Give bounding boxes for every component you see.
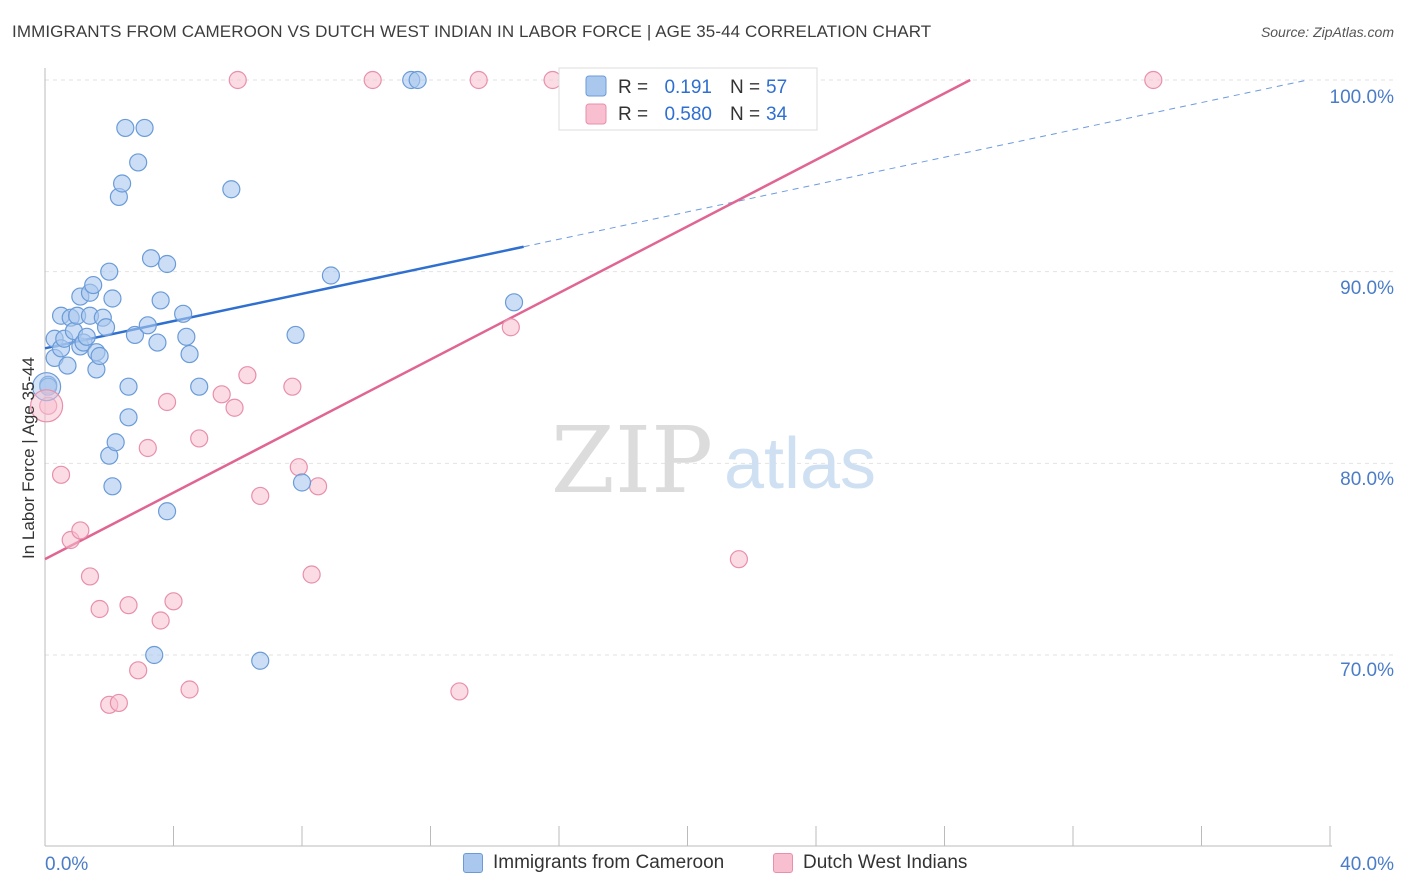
y-tick-label: 80.0%: [1340, 469, 1394, 490]
data-point-cameroon: [129, 153, 148, 172]
data-point-cameroon: [96, 318, 116, 337]
data-point-dutch-west-indians: [501, 318, 520, 337]
data-point-cameroon: [58, 356, 77, 375]
data-point-cameroon: [180, 344, 199, 364]
data-point-cameroon: [119, 377, 138, 396]
data-point-dutch-west-indians: [308, 477, 328, 496]
data-point-cameroon: [286, 325, 305, 345]
legend-swatch-blue: [463, 853, 483, 873]
data-point-dutch-west-indians: [190, 429, 209, 448]
trend-line-cameroon: [44, 245, 524, 350]
data-point-cameroon: [125, 325, 145, 345]
watermark-zip: ZIP: [551, 407, 713, 514]
data-point-dutch-west-indians: [225, 398, 244, 417]
data-point-cameroon: [190, 377, 209, 396]
data-point-cameroon: [504, 293, 524, 312]
data-point-cameroon: [116, 118, 135, 138]
data-point-cameroon: [151, 291, 170, 310]
data-point-dutch-west-indians: [90, 599, 109, 619]
data-point-dutch-west-indians: [212, 385, 231, 404]
data-point-cameroon: [148, 333, 167, 352]
data-point-dutch-west-indians: [109, 693, 128, 713]
chart-legend: Immigrants from Cameroon Dutch West Indi…: [0, 852, 1406, 878]
data-point-dutch-west-indians: [151, 611, 170, 630]
data-point-cameroon: [321, 266, 341, 285]
data-point-cameroon: [138, 316, 157, 335]
data-point-dutch-west-indians: [450, 682, 469, 701]
x-tick-label: 40.0%: [1340, 854, 1394, 875]
data-point-dutch-west-indians: [157, 392, 177, 412]
x-tick-label: 0.0%: [45, 854, 88, 875]
data-point-cameroon: [77, 327, 96, 346]
stats-n-value: 57: [766, 77, 787, 98]
data-point-cameroon: [100, 262, 119, 281]
chart-title: IMMIGRANTS FROM CAMEROON VS DUTCH WEST I…: [12, 22, 932, 41]
data-point-cameroon: [103, 477, 122, 496]
data-point-dutch-west-indians: [129, 661, 148, 680]
data-point-cameroon: [157, 254, 177, 274]
data-point-cameroon: [141, 249, 161, 268]
data-point-cameroon: [106, 433, 125, 452]
y-tick-label: 100.0%: [1330, 87, 1395, 108]
data-point-cameroon: [222, 180, 241, 199]
stats-n-label: N =: [730, 77, 760, 98]
data-point-dutch-west-indians: [283, 377, 302, 396]
data-point-dutch-west-indians: [80, 567, 100, 586]
data-points: [30, 70, 1163, 714]
data-point-cameroon: [90, 346, 109, 366]
legend-item-cameroon: Immigrants from Cameroon: [463, 852, 724, 874]
data-point-cameroon: [119, 408, 138, 427]
y-tick-label: 70.0%: [1340, 660, 1394, 681]
watermark: ZIP atlas: [551, 407, 876, 514]
data-point-dutch-west-indians: [363, 70, 382, 90]
legend-swatch-pink: [773, 853, 793, 873]
data-point-dutch-west-indians: [289, 458, 308, 477]
legend-label: Dutch West Indians: [803, 852, 968, 873]
stats-legend: R = 0.191 N = 57 R = 0.580 N = 34: [558, 67, 818, 131]
data-point-dutch-west-indians: [138, 438, 157, 458]
data-point-dutch-west-indians: [238, 366, 257, 385]
data-point-dutch-west-indians: [302, 565, 321, 584]
source-label: Source: ZipAtlas.com: [1260, 24, 1394, 40]
legend-item-dutch-west-indians: Dutch West Indians: [773, 852, 967, 874]
data-point-dutch-west-indians: [164, 592, 183, 611]
stats-r-value: 0.191: [664, 77, 712, 98]
data-point-dutch-west-indians: [180, 680, 199, 699]
data-point-cameroon: [135, 118, 154, 138]
data-point-dutch-west-indians: [1144, 70, 1163, 90]
axes: [44, 68, 1332, 847]
data-point-dutch-west-indians: [729, 550, 749, 569]
stats-r-label: R =: [618, 77, 648, 98]
data-point-dutch-west-indians: [51, 465, 71, 484]
stats-r-value: 0.580: [664, 104, 712, 125]
stats-n-label: N =: [730, 104, 760, 125]
data-point-dutch-west-indians: [228, 70, 247, 90]
y-axis-label: In Labor Force | Age 35-44: [19, 357, 38, 559]
data-point-dutch-west-indians: [251, 486, 270, 506]
stats-swatch-blue: [585, 75, 607, 97]
data-point-cameroon: [251, 651, 270, 670]
data-point-dutch-west-indians: [71, 521, 90, 540]
data-point-cameroon: [292, 473, 312, 492]
data-point-dutch-west-indians: [119, 596, 138, 615]
trend-line-cameroon-extrapolated: [523, 79, 1308, 248]
data-point-cameroon: [157, 502, 177, 521]
data-point-cameroon: [145, 645, 164, 665]
stats-swatch-pink: [585, 103, 607, 125]
legend-label: Immigrants from Cameroon: [493, 852, 725, 873]
data-point-dutch-west-indians-cluster: [30, 389, 64, 423]
y-tick-label: 90.0%: [1340, 278, 1394, 299]
data-point-dutch-west-indians: [469, 70, 488, 90]
data-point-cameroon: [84, 275, 103, 295]
watermark-atlas: atlas: [724, 424, 876, 504]
stats-n-value: 34: [766, 104, 788, 125]
tick-labels: 0.0% 40.0% 70.0% 80.0% 90.0% 100.0%: [45, 87, 1394, 875]
stats-r-label: R =: [618, 104, 648, 125]
data-point-cameroon: [174, 304, 193, 323]
data-point-cameroon: [103, 289, 122, 308]
data-point-cameroon: [408, 70, 427, 90]
data-point-cameroon: [177, 327, 196, 346]
data-point-cameroon: [112, 174, 132, 193]
